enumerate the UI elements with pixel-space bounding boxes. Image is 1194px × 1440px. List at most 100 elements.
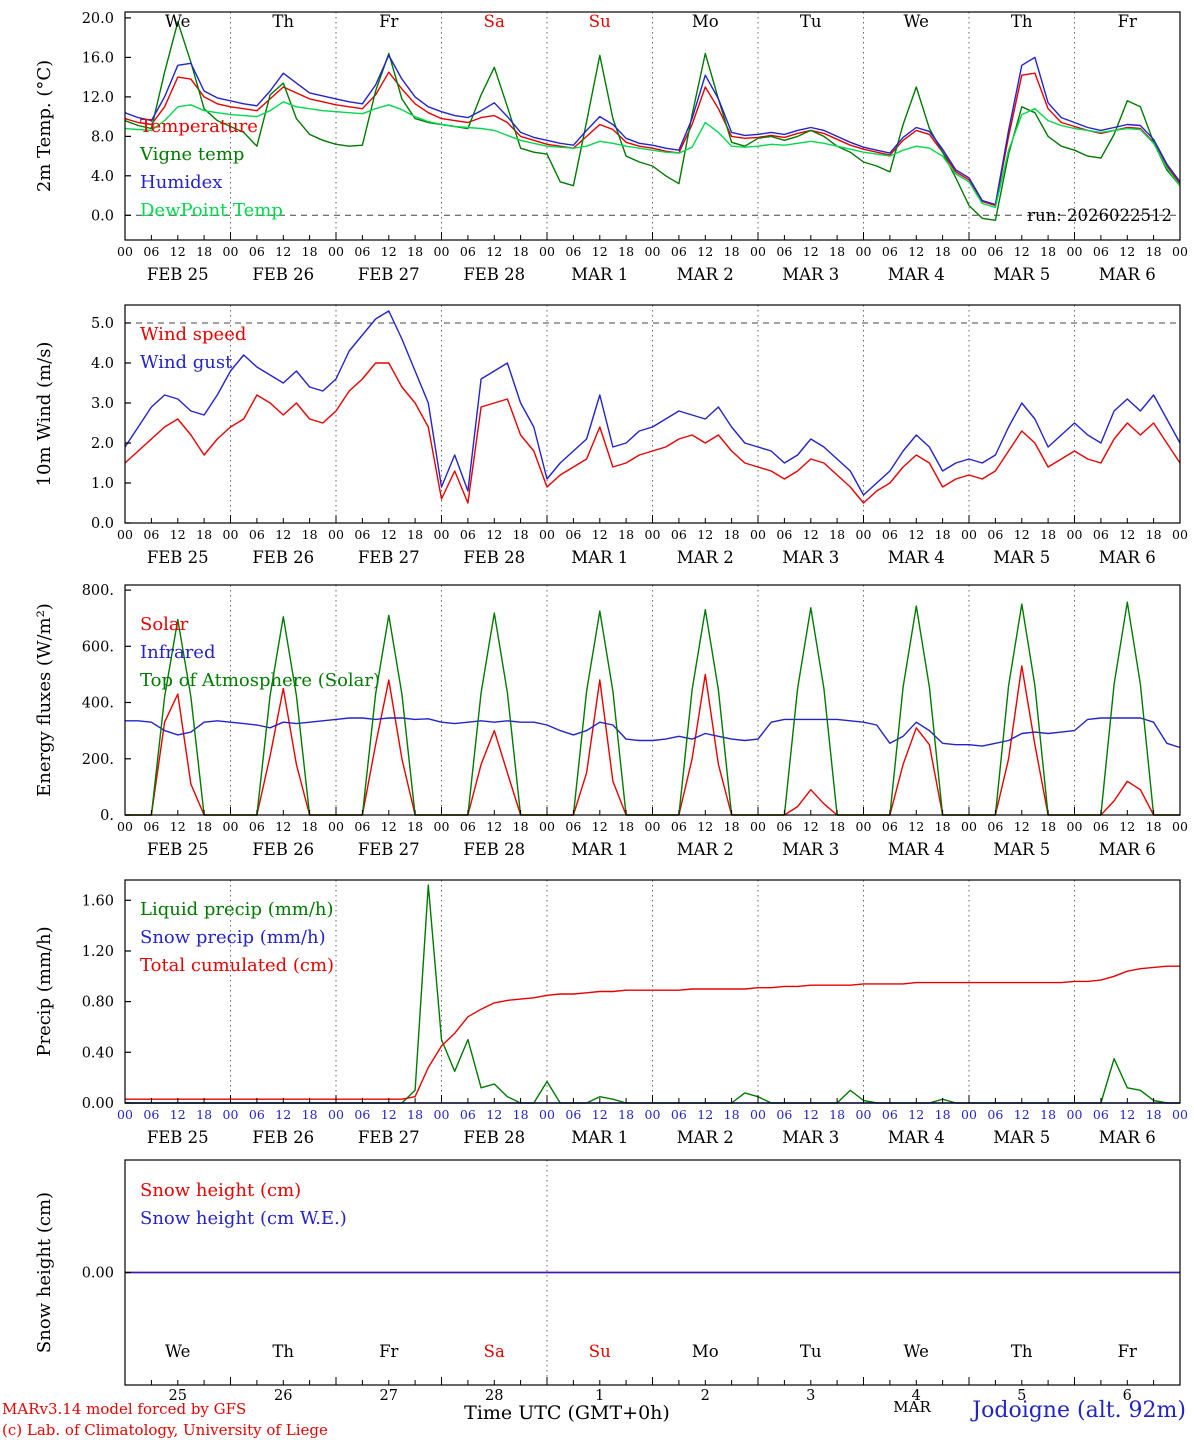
- date-label: MAR 6: [1099, 1128, 1156, 1147]
- hour-tick-label: 18: [196, 1107, 212, 1122]
- hour-tick-label: 00: [223, 1107, 239, 1122]
- legend-snow-height-cm: Snow height (cm): [140, 1180, 301, 1201]
- hour-tick-label: 06: [776, 527, 792, 542]
- hour-tick-label: 00: [434, 527, 450, 542]
- y-tick-label: 3.0: [91, 396, 114, 412]
- date-label: FEB 26: [252, 840, 314, 859]
- hour-tick-label: 06: [987, 244, 1003, 259]
- date-label: MAR 5: [993, 1128, 1050, 1147]
- hour-tick-label: 12: [170, 1107, 186, 1122]
- hour-tick-label: 06: [249, 527, 265, 542]
- hour-tick-label: 06: [776, 819, 792, 834]
- hour-tick-label: 00: [328, 1107, 344, 1122]
- hour-tick-label: 18: [1040, 819, 1056, 834]
- y-axis-title-2: 10m Wind (m/s): [34, 342, 55, 487]
- hour-tick-label: 12: [803, 527, 819, 542]
- hour-tick-label: 12: [381, 244, 397, 259]
- hour-tick-label: 18: [724, 1107, 740, 1122]
- hour-tick-label: 12: [1119, 244, 1135, 259]
- hour-tick-label: 06: [1093, 1107, 1109, 1122]
- hour-tick-label: 12: [908, 527, 924, 542]
- day-name-top: We: [904, 12, 929, 31]
- hour-tick-label: 12: [592, 819, 608, 834]
- date-label: FEB 25: [147, 840, 209, 859]
- hour-tick-label: 00: [328, 527, 344, 542]
- y-tick-label: 0.00: [82, 1096, 114, 1112]
- run-label: run: 2026022512: [1027, 206, 1172, 225]
- hour-tick-label: 06: [565, 819, 581, 834]
- hour-tick-label: 12: [275, 819, 291, 834]
- date-label: MAR 3: [782, 548, 839, 567]
- date-label: FEB 27: [358, 265, 420, 284]
- hour-tick-label: 00: [328, 244, 344, 259]
- hour-tick-label: 18: [513, 527, 529, 542]
- date-label: MAR 3: [782, 1128, 839, 1147]
- hour-tick-label: 06: [249, 819, 265, 834]
- date-label: FEB 27: [358, 840, 420, 859]
- y-tick-label: 20.0: [82, 11, 114, 27]
- hour-tick-label: 00: [539, 1107, 555, 1122]
- hour-tick-label: 18: [1146, 527, 1162, 542]
- day-name-bottom: We: [165, 1342, 190, 1361]
- date-label: FEB 28: [463, 840, 525, 859]
- hour-tick-label: 18: [829, 244, 845, 259]
- legend-liquid-precip-mm-h: Liquid precip (mm/h): [140, 899, 334, 920]
- hour-tick-label: 12: [486, 244, 502, 259]
- date-label: FEB 27: [358, 1128, 420, 1147]
- hour-tick-label: 06: [1093, 819, 1109, 834]
- date-label: MAR 1: [571, 265, 628, 284]
- hour-tick-label: 06: [143, 244, 159, 259]
- y-tick-label: 4.0: [91, 169, 114, 185]
- hour-tick-label: 18: [196, 244, 212, 259]
- hour-tick-label: 18: [618, 1107, 634, 1122]
- y-tick-label: 0.0: [91, 516, 114, 532]
- hour-tick-label: 00: [856, 527, 872, 542]
- y-tick-label: 400.: [82, 696, 114, 712]
- hour-tick-label: 00: [117, 527, 133, 542]
- hour-tick-label: 12: [1014, 527, 1030, 542]
- hour-tick-label: 18: [513, 244, 529, 259]
- day-name-top: Su: [589, 12, 611, 31]
- hour-tick-label: 00: [856, 1107, 872, 1122]
- hour-tick-label: 06: [1093, 527, 1109, 542]
- day-name-top: We: [165, 12, 190, 31]
- hour-tick-label: 12: [486, 819, 502, 834]
- hour-tick-label: 12: [908, 1107, 924, 1122]
- legend-snow-height-cm-w-e: Snow height (cm W.E.): [140, 1208, 347, 1229]
- hour-tick-label: 12: [803, 244, 819, 259]
- hour-tick-label: 12: [381, 1107, 397, 1122]
- legend-humidex: Humidex: [140, 172, 222, 193]
- day-number: 3: [806, 1388, 815, 1404]
- date-label: MAR 5: [993, 840, 1050, 859]
- y-tick-label: 0.: [100, 808, 114, 824]
- top-of-atmosphere-solar-line: [125, 601, 1180, 816]
- hour-tick-label: 06: [249, 1107, 265, 1122]
- hour-tick-label: 00: [117, 244, 133, 259]
- hour-tick-label: 06: [987, 527, 1003, 542]
- hour-tick-label: 12: [908, 244, 924, 259]
- day-name-top: Mo: [692, 12, 719, 31]
- hour-tick-label: 00: [750, 1107, 766, 1122]
- y-axis-title-4: Precip (mm/h): [34, 926, 55, 1056]
- hour-tick-label: 12: [275, 527, 291, 542]
- hour-tick-label: 12: [381, 819, 397, 834]
- hour-tick-label: 06: [776, 1107, 792, 1122]
- hour-tick-label: 00: [117, 819, 133, 834]
- hour-tick-label: 00: [1172, 819, 1188, 834]
- hour-tick-label: 00: [539, 819, 555, 834]
- hour-tick-label: 06: [987, 1107, 1003, 1122]
- hour-tick-label: 06: [354, 527, 370, 542]
- panel-frame-1: [124, 11, 1181, 241]
- y-tick-label: 4.0: [91, 356, 114, 372]
- hour-tick-label: 18: [935, 1107, 951, 1122]
- wind-speed-line: [124, 362, 1181, 504]
- hour-tick-label: 18: [196, 527, 212, 542]
- y-tick-label: 0.80: [82, 995, 114, 1011]
- hour-tick-label: 00: [961, 1107, 977, 1122]
- y-axis-title-5: Snow height (cm): [34, 1192, 55, 1353]
- hour-tick-label: 00: [1067, 527, 1083, 542]
- hour-tick-label: 06: [565, 244, 581, 259]
- hour-tick-label: 18: [829, 819, 845, 834]
- date-label: MAR 2: [677, 1128, 734, 1147]
